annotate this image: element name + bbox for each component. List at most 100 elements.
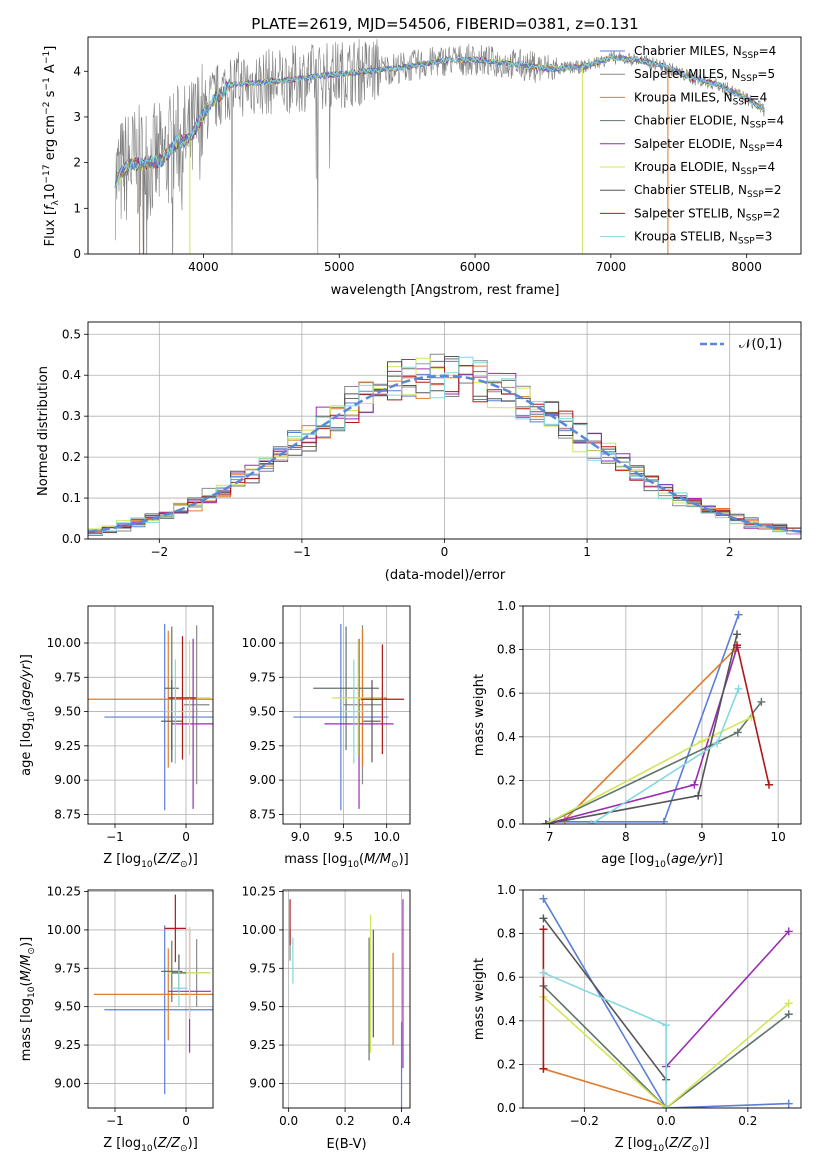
x-axis-label: age [log10(age/yr)] <box>601 852 723 870</box>
y-tick-label: 3 <box>73 110 81 124</box>
y-tick-label: 4 <box>73 64 81 78</box>
plot-area <box>293 623 404 811</box>
weight-marker <box>733 641 742 650</box>
x-tick-label: 1 <box>583 545 591 559</box>
axes-frame <box>87 321 802 540</box>
weight-marker <box>784 1010 793 1019</box>
y-tick-label: 9.75 <box>54 961 81 975</box>
weight-marker <box>713 739 722 748</box>
weight-marker <box>539 1064 548 1073</box>
legend-entry: Salpeter ELODIE, NSSP=4 <box>634 137 783 154</box>
y-tick-label: 0.0 <box>497 817 516 831</box>
chart-weight_vs_Z: −0.2 0.0 0.2 0.0 0.2 0.4 0.6 0.8 1.0 Z [log10(Z/Z… <box>472 883 802 1154</box>
weight-line <box>543 1068 667 1107</box>
y-tick-label: 9.50 <box>249 1000 276 1014</box>
weight-line <box>545 634 738 824</box>
chart-residuals: −2 −1 0 1 2 0.0 0.1 0.2 0.3 0.4 0.5 (data-model)/er… <box>36 321 802 583</box>
weight-marker <box>733 728 742 737</box>
y-tick-label: 0.1 <box>62 491 81 505</box>
weight-marker <box>662 1104 671 1108</box>
x-tick-label: 9 <box>698 830 706 844</box>
y-tick-label: 8.75 <box>249 807 276 821</box>
y-tick-label: 0.2 <box>62 450 81 464</box>
y-tick-label: 0.4 <box>497 730 516 744</box>
chart-weight_vs_age: 7 8 9 10 0.0 0.2 0.4 0.6 0.8 1.0 age [log10(age/yr… <box>472 599 802 870</box>
x-tick-label: 8000 <box>731 260 762 274</box>
plot-area <box>93 894 213 1095</box>
weight-marker <box>784 1084 793 1093</box>
weight-marker <box>539 968 548 977</box>
weight-marker <box>696 800 705 809</box>
x-tick-label: 0 <box>441 545 449 559</box>
weight-marker <box>765 780 774 789</box>
weight-marker <box>539 894 548 903</box>
weight-marker <box>785 625 794 634</box>
legend-entry: 𝒩(0,1) <box>739 337 782 352</box>
legend-entry: Chabrier STELIB, NSSP=2 <box>634 183 782 200</box>
weight-line <box>542 985 790 1108</box>
x-tick-label: −0.2 <box>570 1114 599 1128</box>
y-axis-label: Normed distribution <box>36 366 51 496</box>
figure-title: PLATE=2619, MJD=54506, FIBERID=0381, z=0… <box>251 15 638 33</box>
axes-frame <box>87 889 214 1109</box>
y-tick-label: 9.00 <box>54 773 81 787</box>
weight-line <box>665 930 790 1068</box>
histogram-series <box>88 356 801 536</box>
weight-marker <box>734 610 743 619</box>
y-axis-label: mass weight <box>472 958 487 1040</box>
y-tick-label: 9.00 <box>249 773 276 787</box>
weight-marker <box>539 925 548 934</box>
axes-frame <box>522 605 802 825</box>
y-tick-label: 9.75 <box>249 670 276 684</box>
x-axis-label: mass [log10(M/M⊙)] <box>284 852 408 870</box>
y-tick-label: 9.50 <box>249 705 276 719</box>
x-tick-label: 0 <box>182 1114 190 1128</box>
y-tick-label: 10.25 <box>47 885 81 899</box>
chart-mass_vs_ebv: 0.0 0.2 0.4 9.00 9.25 9.50 9.75 10.00 10.25 <box>242 885 411 1128</box>
y-tick-label: 10.00 <box>242 636 276 650</box>
x-tick-label: 6000 <box>460 260 491 274</box>
x-tick-label: 9.5 <box>334 830 353 844</box>
y-tick-label: 8.75 <box>54 807 81 821</box>
y-tick-label: 0.4 <box>62 368 81 382</box>
y-tick-label: 0.2 <box>497 773 516 787</box>
y-tick-label: 1.0 <box>497 883 516 897</box>
y-axis-label: age [log10(age/yr)] <box>19 654 37 776</box>
x-tick-label: 10 <box>771 830 786 844</box>
plot-area <box>88 353 801 536</box>
axes-frame <box>282 605 411 825</box>
y-tick-label: 0.6 <box>497 970 516 984</box>
weight-marker <box>694 791 703 800</box>
y-tick-label: 9.25 <box>249 739 276 753</box>
weight-marker <box>734 684 743 693</box>
x-tick-label: 10.0 <box>373 830 400 844</box>
y-tick-label: 10.25 <box>242 885 276 899</box>
weight-marker <box>784 999 793 1008</box>
y-axis-label: mass weight <box>472 674 487 756</box>
y-tick-label: 10.00 <box>47 923 81 937</box>
y-tick-label: 1.0 <box>497 599 516 613</box>
legend-entry: Salpeter MILES, NSSP=5 <box>634 67 775 84</box>
x-tick-label: −1 <box>106 830 124 844</box>
y-tick-label: 0.4 <box>497 1014 516 1028</box>
legend-entry: Chabrier ELODIE, NSSP=4 <box>634 114 784 131</box>
x-tick-label: 4000 <box>188 260 219 274</box>
weight-marker <box>733 630 742 639</box>
x-tick-label: 0.0 <box>279 1114 298 1128</box>
x-tick-label: −1 <box>106 1114 124 1128</box>
y-tick-label: 0.3 <box>62 409 81 423</box>
legend-entry: Chabrier MILES, NSSP=4 <box>634 44 776 61</box>
y-tick-label: 9.00 <box>54 1076 81 1090</box>
chart-age_vs_Z: −1 0 8.75 9.00 9.25 9.50 9.75 10.00 Z [log10(Z/Z… <box>19 605 214 870</box>
axes-frame <box>87 36 802 255</box>
y-tick-label: 0.2 <box>497 1057 516 1071</box>
weight-marker <box>539 1101 548 1108</box>
y-tick-label: 0.5 <box>62 327 81 341</box>
x-tick-label: −2 <box>150 545 168 559</box>
weight-marker <box>697 737 706 746</box>
axes-frame <box>282 889 411 1109</box>
x-tick-label: 8 <box>622 830 630 844</box>
y-tick-label: 2 <box>73 156 81 170</box>
x-axis-label: (data-model)/error <box>385 568 506 583</box>
weight-line <box>542 996 790 1108</box>
